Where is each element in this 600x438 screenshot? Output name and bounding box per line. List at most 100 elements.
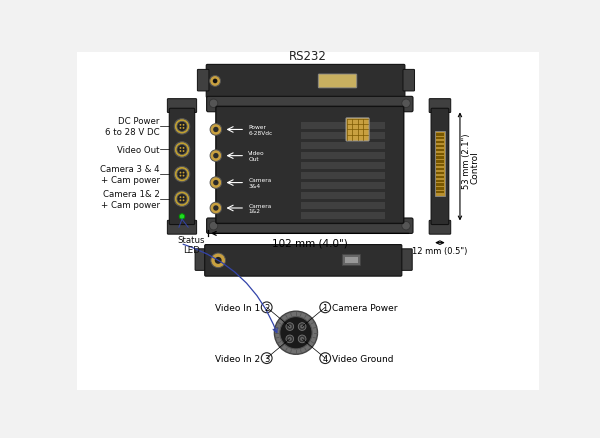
- Circle shape: [274, 311, 317, 354]
- Circle shape: [280, 317, 312, 349]
- Text: Camera
3&4: Camera 3&4: [248, 178, 271, 188]
- FancyBboxPatch shape: [195, 249, 208, 271]
- Bar: [436, 161, 444, 163]
- Text: Camera Power: Camera Power: [332, 303, 398, 312]
- FancyBboxPatch shape: [429, 99, 451, 113]
- Bar: [301, 152, 385, 159]
- Circle shape: [209, 100, 218, 108]
- Bar: [301, 132, 385, 139]
- Circle shape: [210, 177, 221, 189]
- Circle shape: [174, 120, 190, 135]
- Bar: [436, 169, 444, 171]
- Circle shape: [179, 125, 181, 127]
- Bar: [301, 142, 385, 149]
- Bar: [436, 132, 445, 197]
- Circle shape: [182, 125, 184, 127]
- Circle shape: [213, 79, 217, 84]
- Circle shape: [179, 197, 181, 199]
- Circle shape: [182, 197, 184, 199]
- Text: 12 mm (0.5"): 12 mm (0.5"): [412, 247, 467, 256]
- Circle shape: [210, 76, 220, 87]
- FancyBboxPatch shape: [169, 109, 194, 225]
- FancyBboxPatch shape: [167, 221, 197, 235]
- Circle shape: [182, 148, 184, 149]
- FancyBboxPatch shape: [400, 249, 412, 271]
- Text: 53 mm (2.1"): 53 mm (2.1"): [462, 133, 471, 189]
- FancyBboxPatch shape: [318, 75, 357, 88]
- Circle shape: [179, 200, 181, 202]
- Bar: [301, 202, 385, 209]
- Text: Control: Control: [471, 151, 480, 184]
- Circle shape: [182, 128, 184, 130]
- Circle shape: [182, 175, 184, 177]
- FancyArrowPatch shape: [183, 245, 277, 333]
- Bar: [301, 192, 385, 199]
- Circle shape: [298, 323, 306, 331]
- Circle shape: [320, 302, 331, 313]
- Circle shape: [177, 145, 187, 155]
- Text: Video Out: Video Out: [117, 146, 160, 155]
- Circle shape: [288, 337, 292, 341]
- Text: 4: 4: [323, 354, 328, 363]
- Circle shape: [213, 206, 218, 211]
- Text: 1: 1: [323, 303, 328, 312]
- Bar: [301, 212, 385, 219]
- Text: Status
LED: Status LED: [178, 235, 205, 255]
- Circle shape: [182, 172, 184, 174]
- Text: 102 mm (4.0"): 102 mm (4.0"): [272, 238, 347, 247]
- Bar: [436, 180, 444, 182]
- Bar: [436, 188, 444, 190]
- Text: RS232: RS232: [289, 50, 326, 64]
- FancyBboxPatch shape: [403, 70, 415, 92]
- Circle shape: [402, 100, 410, 108]
- Text: Video
Out: Video Out: [248, 151, 265, 162]
- Circle shape: [213, 180, 218, 186]
- Circle shape: [174, 142, 190, 158]
- Circle shape: [213, 127, 218, 133]
- Circle shape: [177, 122, 187, 132]
- Circle shape: [179, 214, 185, 219]
- Circle shape: [179, 148, 181, 149]
- Circle shape: [174, 167, 190, 182]
- Circle shape: [210, 151, 221, 162]
- Circle shape: [177, 170, 187, 180]
- Bar: [436, 149, 444, 152]
- FancyBboxPatch shape: [205, 245, 402, 276]
- Circle shape: [262, 302, 272, 313]
- Circle shape: [182, 200, 184, 202]
- Text: Camera
1&2: Camera 1&2: [248, 203, 271, 214]
- Circle shape: [177, 194, 187, 204]
- Bar: [345, 258, 358, 263]
- Circle shape: [210, 124, 221, 136]
- Circle shape: [262, 353, 272, 364]
- Text: 2: 2: [264, 303, 269, 312]
- FancyBboxPatch shape: [429, 221, 451, 235]
- Bar: [436, 134, 444, 136]
- Circle shape: [211, 254, 226, 268]
- Circle shape: [210, 203, 221, 214]
- FancyBboxPatch shape: [167, 99, 197, 113]
- Circle shape: [320, 353, 331, 364]
- Circle shape: [179, 151, 181, 152]
- Circle shape: [298, 335, 306, 343]
- Text: 3: 3: [264, 354, 269, 363]
- Circle shape: [179, 172, 181, 174]
- Bar: [301, 123, 385, 129]
- Bar: [436, 165, 444, 167]
- Text: Power
6-28Vdc: Power 6-28Vdc: [248, 125, 272, 135]
- Circle shape: [215, 257, 221, 264]
- Circle shape: [300, 325, 304, 329]
- FancyBboxPatch shape: [206, 97, 413, 113]
- Bar: [436, 191, 444, 194]
- FancyBboxPatch shape: [197, 70, 209, 92]
- Circle shape: [179, 175, 181, 177]
- Circle shape: [286, 335, 293, 343]
- Text: Video In 2: Video In 2: [215, 354, 260, 363]
- Bar: [436, 173, 444, 175]
- FancyBboxPatch shape: [346, 119, 369, 141]
- Circle shape: [402, 222, 410, 230]
- Circle shape: [209, 222, 218, 230]
- Text: Camera 3 & 4
+ Cam power: Camera 3 & 4 + Cam power: [100, 165, 160, 185]
- Circle shape: [174, 191, 190, 207]
- Bar: [436, 138, 444, 140]
